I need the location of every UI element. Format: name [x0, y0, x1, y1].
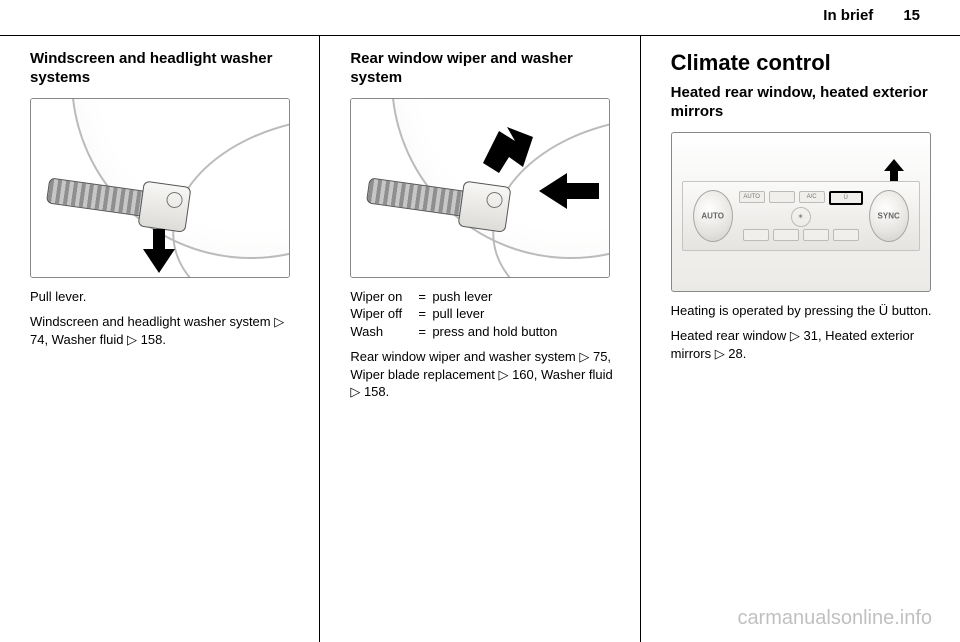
definition-list-wiper-controls: Wiper on = push lever Wiper off = pull l…: [350, 288, 619, 341]
caption-heating-operation: Heating is operated by pressing the Ü bu…: [671, 302, 940, 320]
definition-row: Wiper on = push lever: [350, 288, 619, 306]
panel-button: [769, 191, 795, 203]
panel-button: [773, 229, 799, 241]
page-header: In brief 15: [0, 0, 960, 36]
page-number: 15: [903, 7, 920, 24]
section-label: In brief: [823, 7, 873, 24]
panel-button: A/C: [799, 191, 825, 203]
figure-rear-wiper-lever: [350, 98, 610, 278]
figure-climate-panel: AUTO AUTO A/C Ü ✶: [671, 132, 931, 292]
column-rear-wiper: Rear window wiper and washer system: [319, 36, 639, 642]
vent-icon: ✶: [791, 207, 811, 227]
definition-desc: pull lever: [432, 305, 619, 323]
arrow-pull-down-icon: [139, 229, 179, 273]
climate-control-panel-illustration: AUTO AUTO A/C Ü ✶: [682, 181, 920, 251]
panel-button-heated-rear: Ü: [829, 191, 863, 205]
subsection-title: Heated rear window, heated exterior mirr…: [671, 84, 940, 122]
definition-row: Wiper off = pull lever: [350, 305, 619, 323]
panel-button: AUTO: [739, 191, 765, 203]
dial-label: SYNC: [870, 211, 908, 220]
panel-button: [803, 229, 829, 241]
caption-reference-heated: Heated rear window ▷ 31, Heated exterior…: [671, 327, 940, 362]
definition-desc: press and hold button: [432, 323, 619, 341]
definition-equals: =: [418, 288, 432, 306]
definition-row: Wash = press and hold button: [350, 323, 619, 341]
column-windscreen-washer: Windscreen and headlight washer systems …: [0, 36, 319, 642]
caption-reference-rear-wiper: Rear window wiper and washer system ▷ 75…: [350, 348, 619, 401]
definition-equals: =: [418, 305, 432, 323]
left-dial: AUTO: [693, 190, 733, 242]
definition-desc: push lever: [432, 288, 619, 306]
panel-button: [743, 229, 769, 241]
caption-pull-lever: Pull lever.: [30, 288, 299, 306]
arrow-push-forward-icon: [483, 127, 543, 182]
panel-button: [833, 229, 859, 241]
watermark: carmanualsonline.info: [737, 607, 932, 630]
content-columns: Windscreen and headlight washer systems …: [0, 36, 960, 642]
center-button-cluster: AUTO A/C Ü ✶: [739, 191, 863, 241]
definition-equals: =: [418, 323, 432, 341]
column-climate-control: Climate control Heated rear window, heat…: [640, 36, 960, 642]
definition-term: Wiper off: [350, 305, 418, 323]
subsection-title: Windscreen and headlight washer systems: [30, 50, 299, 88]
right-dial: SYNC: [869, 190, 909, 242]
figure-windscreen-lever: [30, 98, 290, 278]
dial-label: AUTO: [694, 211, 732, 220]
definition-term: Wash: [350, 323, 418, 341]
caption-reference-windscreen: Windscreen and headlight washer system ▷…: [30, 313, 299, 348]
subsection-title: Rear window wiper and washer system: [350, 50, 619, 88]
arrow-press-button-icon: [539, 173, 599, 214]
section-title: Climate control: [671, 50, 940, 76]
definition-term: Wiper on: [350, 288, 418, 306]
